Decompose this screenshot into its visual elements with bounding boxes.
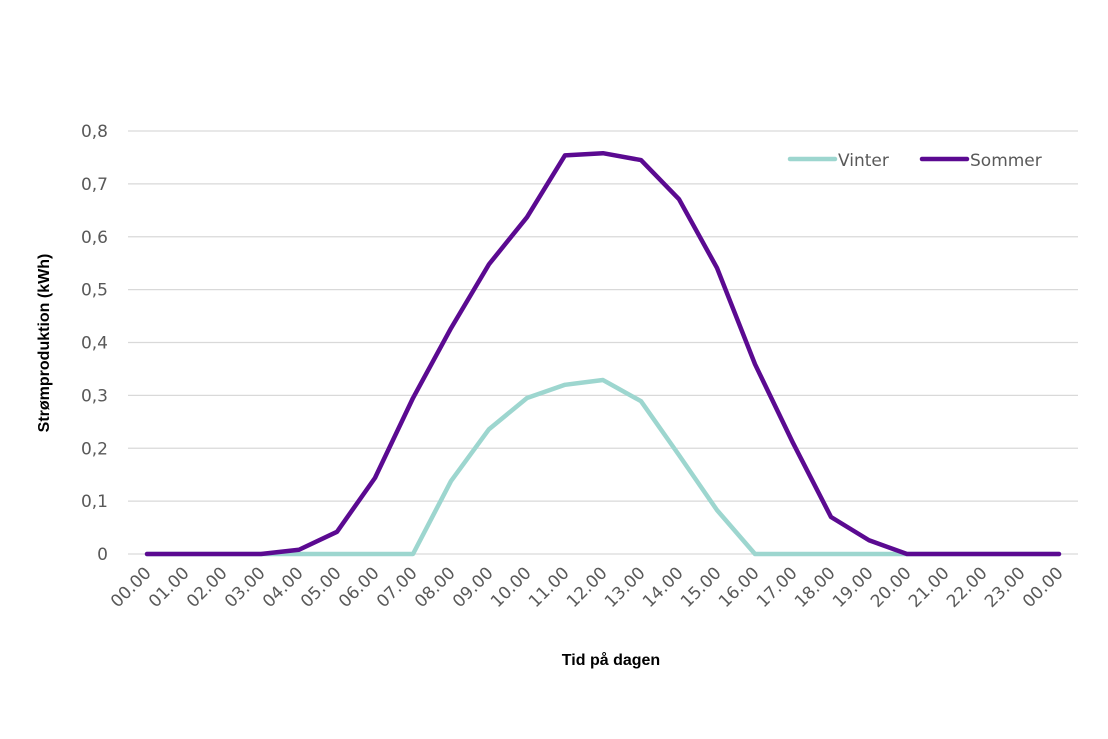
y-axis-title: Strømproduktion (kWh) <box>36 254 53 433</box>
x-tick-label: 18.00 <box>791 563 840 612</box>
series-line-vinter <box>144 377 1062 557</box>
x-tick-label: 11.00 <box>525 563 574 612</box>
legend-label: Sommer <box>970 151 1042 171</box>
x-axis-title: Tid på dagen <box>562 651 660 669</box>
series-lines <box>144 150 1062 557</box>
x-tick-label: 16.00 <box>715 563 764 612</box>
x-tick-label: 21.00 <box>905 563 954 612</box>
y-tick-label: 0,3 <box>81 386 108 406</box>
y-axis-ticks: 0 0,1 0,2 0,3 0,4 0,5 0,6 0,7 0,8 <box>81 122 108 565</box>
y-tick-label: 0,7 <box>81 175 108 195</box>
legend: Vinter Sommer <box>787 151 1042 171</box>
y-tick-label: 0,1 <box>81 492 108 512</box>
x-tick-label: 13.00 <box>601 563 650 612</box>
x-tick-label: 00.00 <box>107 563 156 612</box>
y-tick-label: 0,2 <box>81 439 108 459</box>
x-axis-ticks: 00.0001.0002.0003.0004.0005.0006.0007.00… <box>107 563 1068 612</box>
x-tick-label: 08.00 <box>411 563 460 612</box>
x-tick-label: 20.00 <box>867 563 916 612</box>
legend-label: Vinter <box>838 151 889 171</box>
y-tick-label: 0,4 <box>81 334 108 354</box>
x-tick-label: 07.00 <box>373 563 422 612</box>
x-tick-label: 14.00 <box>639 563 688 612</box>
x-tick-label: 05.00 <box>297 563 346 612</box>
x-tick-label: 02.00 <box>183 563 232 612</box>
x-tick-label: 15.00 <box>677 563 726 612</box>
y-tick-label: 0 <box>97 545 108 565</box>
x-tick-label: 09.00 <box>449 563 498 612</box>
series-line-sommer <box>144 150 1062 557</box>
x-tick-label: 10.00 <box>487 563 536 612</box>
y-tick-label: 0,5 <box>81 281 108 301</box>
x-tick-label: 03.00 <box>221 563 270 612</box>
x-tick-label: 01.00 <box>145 563 194 612</box>
x-tick-label: 06.00 <box>335 563 384 612</box>
x-tick-label: 23.00 <box>981 563 1030 612</box>
x-tick-label: 04.00 <box>259 563 308 612</box>
x-tick-label: 12.00 <box>563 563 612 612</box>
gridlines <box>128 130 1078 555</box>
y-tick-label: 0,8 <box>81 122 108 142</box>
x-tick-label: 00.00 <box>1019 563 1068 612</box>
x-tick-label: 19.00 <box>829 563 878 612</box>
y-tick-label: 0,6 <box>81 228 108 248</box>
x-tick-label: 17.00 <box>753 563 802 612</box>
x-tick-label: 22.00 <box>943 563 992 612</box>
